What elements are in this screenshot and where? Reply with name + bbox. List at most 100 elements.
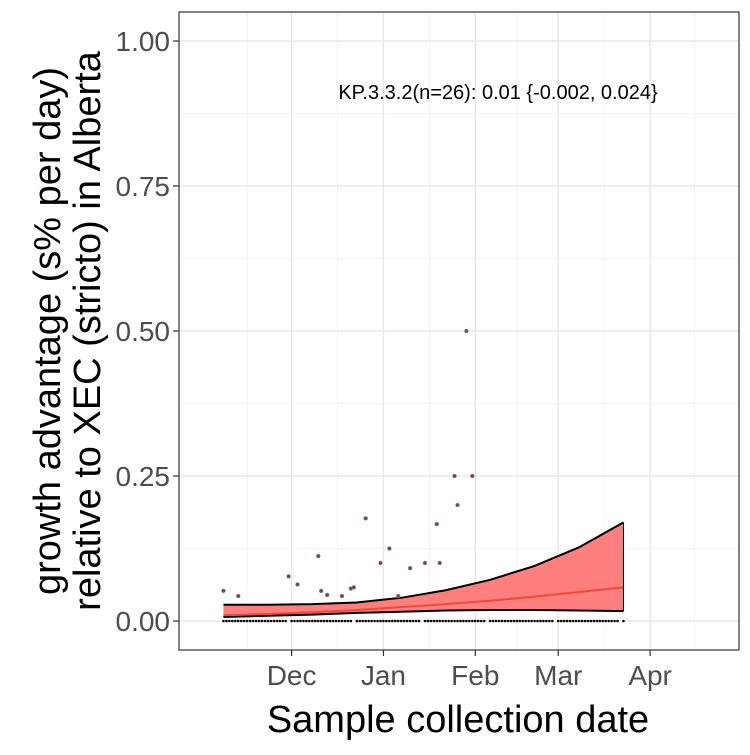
zero-proportion-point (533, 619, 536, 623)
zero-proportion-point (239, 619, 243, 623)
zero-proportion-point (325, 619, 329, 623)
proportion-point (286, 574, 291, 579)
zero-proportion-point (308, 619, 311, 623)
zero-proportion-point (447, 619, 450, 623)
zero-proportion-point (479, 619, 483, 623)
zero-proportion-point (580, 619, 584, 623)
zero-proportion-point (607, 619, 610, 623)
proportion-point (324, 592, 330, 598)
zero-proportion-point (423, 619, 427, 623)
zero-proportion-point (319, 619, 323, 623)
zero-proportion-point (402, 619, 406, 623)
zero-proportion-point (497, 619, 501, 623)
zero-proportion-point (441, 619, 445, 623)
proportion-point (378, 560, 383, 566)
zero-proportion-point (343, 619, 347, 623)
zero-proportion-point (488, 619, 492, 623)
zero-proportion-point (311, 619, 314, 623)
zero-proportion-point (556, 619, 560, 623)
zero-proportion-point (231, 619, 234, 623)
zero-proportion-point (426, 619, 430, 623)
x-tick-label: Dec (267, 660, 317, 691)
zero-proportion-point (222, 619, 225, 623)
zero-proportion-point (503, 619, 507, 623)
zero-proportion-point (589, 619, 593, 623)
zero-proportion-point (391, 619, 394, 623)
zero-proportion-point (355, 619, 359, 623)
zero-proportion-point (228, 619, 231, 623)
zero-proportion-point (331, 619, 335, 623)
zero-proportion-point (610, 619, 613, 623)
zero-proportion-point (263, 619, 267, 623)
zero-proportion-point (551, 619, 554, 623)
proportion-point (316, 553, 321, 559)
proportion-point (452, 473, 457, 479)
zero-proportion-point (542, 619, 545, 623)
proportion-point (437, 560, 442, 566)
zero-proportion-point (367, 619, 370, 623)
zero-proportion-point (604, 619, 607, 623)
x-tick-label: Mar (534, 660, 582, 691)
zero-proportion-point (358, 619, 362, 623)
zero-proportion-point (482, 619, 486, 623)
zero-proportion-point (242, 619, 246, 623)
zero-proportion-point (411, 619, 415, 623)
zero-proportion-point (364, 619, 367, 623)
proportion-point (351, 585, 357, 590)
zero-proportion-point (278, 619, 282, 623)
x-axis-title: Sample collection date (267, 699, 649, 741)
zero-proportion-point (500, 619, 504, 623)
zero-proportion-point (462, 619, 465, 623)
zero-proportion-point (583, 619, 587, 623)
x-tick-label: Apr (628, 660, 672, 691)
y-tick-label: 0.25 (116, 461, 171, 492)
zero-proportion-point (506, 619, 510, 623)
zero-proportion-point (527, 619, 530, 623)
x-tick-label: Feb (451, 660, 499, 691)
zero-proportion-point (494, 619, 498, 623)
y-tick-label: 0.75 (116, 171, 171, 202)
proportion-point (422, 560, 428, 566)
zero-proportion-point (456, 619, 459, 623)
zero-proportion-point (429, 619, 433, 623)
zero-proportion-point (559, 619, 563, 623)
points-layer (221, 328, 625, 623)
zero-proportion-point (328, 619, 332, 623)
zero-proportion-point (465, 619, 468, 623)
zero-proportion-point (613, 619, 616, 623)
zero-proportion-point (521, 619, 525, 623)
zero-proportion-point (373, 619, 376, 623)
proportion-point (464, 328, 469, 334)
zero-proportion-point (233, 619, 237, 623)
confidence-ribbon (223, 522, 624, 617)
zero-proportion-point (316, 619, 320, 623)
proportion-point (339, 593, 345, 599)
zero-proportion-point (616, 619, 619, 623)
zero-proportion-point (225, 619, 228, 623)
zero-proportion-point (245, 619, 249, 623)
zero-proportion-point (562, 619, 566, 623)
zero-proportion-point (305, 619, 308, 623)
zero-proportion-point (595, 619, 599, 623)
proportion-point (396, 593, 401, 599)
zero-proportion-point (388, 619, 391, 623)
zero-proportion-point (468, 619, 471, 623)
zero-proportion-point (408, 619, 412, 623)
zero-proportion-point (622, 619, 625, 623)
zero-proportion-point (491, 619, 495, 623)
zero-proportion-point (322, 619, 326, 623)
zero-proportion-point (257, 619, 261, 623)
upper-ci-line (223, 521, 624, 606)
zero-proportion-point (518, 619, 522, 623)
zero-proportion-point (509, 619, 513, 623)
proportion-point (470, 473, 475, 479)
zero-proportion-point (459, 619, 462, 623)
y-tick-label: 1.00 (116, 26, 171, 57)
zero-proportion-point (251, 619, 255, 623)
zero-proportion-point (296, 619, 299, 623)
zero-proportion-point (476, 619, 480, 623)
proportion-point (295, 582, 300, 587)
zero-proportion-point (313, 619, 317, 623)
